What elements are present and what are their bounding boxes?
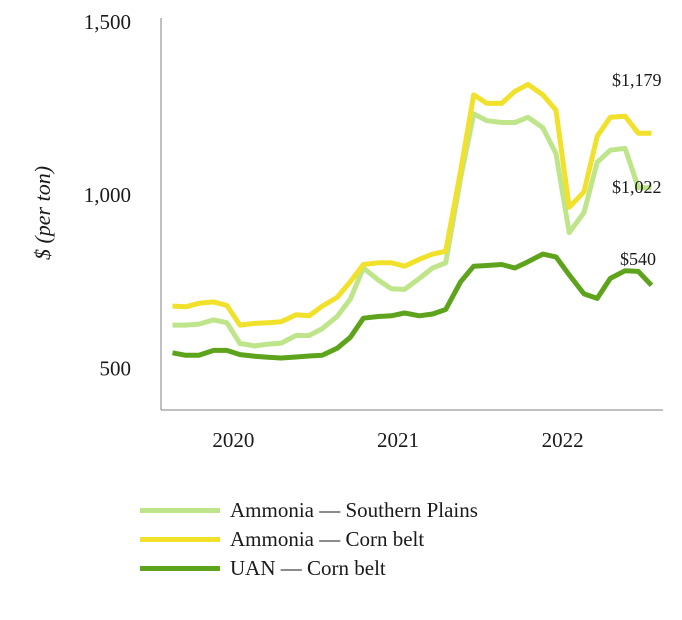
legend-item-uan-corn-belt: UAN — Corn belt xyxy=(140,554,478,583)
end-labels: $1,022 $1,179 $540 xyxy=(612,70,662,269)
legend: Ammonia — Southern Plains Ammonia — Corn… xyxy=(140,496,478,583)
y-tick-label: 1,000 xyxy=(84,183,131,207)
x-tick-label: 2020 xyxy=(212,428,254,452)
x-tick-label: 2022 xyxy=(542,428,584,452)
data-label: $1,022 xyxy=(612,177,662,197)
series-line-ammonia-corn-belt xyxy=(172,81,652,328)
y-tick-label: 500 xyxy=(100,356,132,380)
series-lines xyxy=(172,81,654,361)
legend-label: Ammonia — Southern Plains xyxy=(230,498,478,522)
y-tick-label: 1,500 xyxy=(84,10,131,34)
series-line-ammonia-southern-plains xyxy=(172,111,652,349)
legend-item-ammonia-southern-plains: Ammonia — Southern Plains xyxy=(140,496,478,525)
data-label: $540 xyxy=(620,249,656,269)
series-line-uan-corn-belt xyxy=(172,251,654,361)
x-tick-label: 2021 xyxy=(377,428,419,452)
data-label: $1,179 xyxy=(612,70,662,90)
legend-label: UAN — Corn belt xyxy=(230,556,386,580)
legend-swatch-ammonia-corn-belt xyxy=(140,537,220,542)
y-axis-label: $ (per ton) xyxy=(30,166,55,260)
legend-swatch-ammonia-southern-plains xyxy=(140,508,220,513)
line-chart: 1,500 1,000 500 2020 2021 2022 $1,022 $1,179 $5… xyxy=(30,10,663,452)
tick-labels: 1,500 1,000 500 2020 2021 2022 xyxy=(84,10,584,452)
axes xyxy=(160,18,663,411)
legend-item-ammonia-corn-belt: Ammonia — Corn belt xyxy=(140,525,478,554)
legend-swatch-uan-corn-belt xyxy=(140,566,220,571)
legend-label: Ammonia — Corn belt xyxy=(230,527,425,551)
